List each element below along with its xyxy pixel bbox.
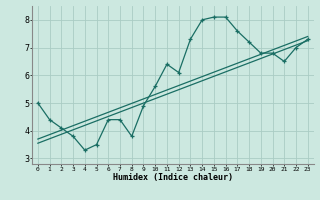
X-axis label: Humidex (Indice chaleur): Humidex (Indice chaleur)	[113, 173, 233, 182]
